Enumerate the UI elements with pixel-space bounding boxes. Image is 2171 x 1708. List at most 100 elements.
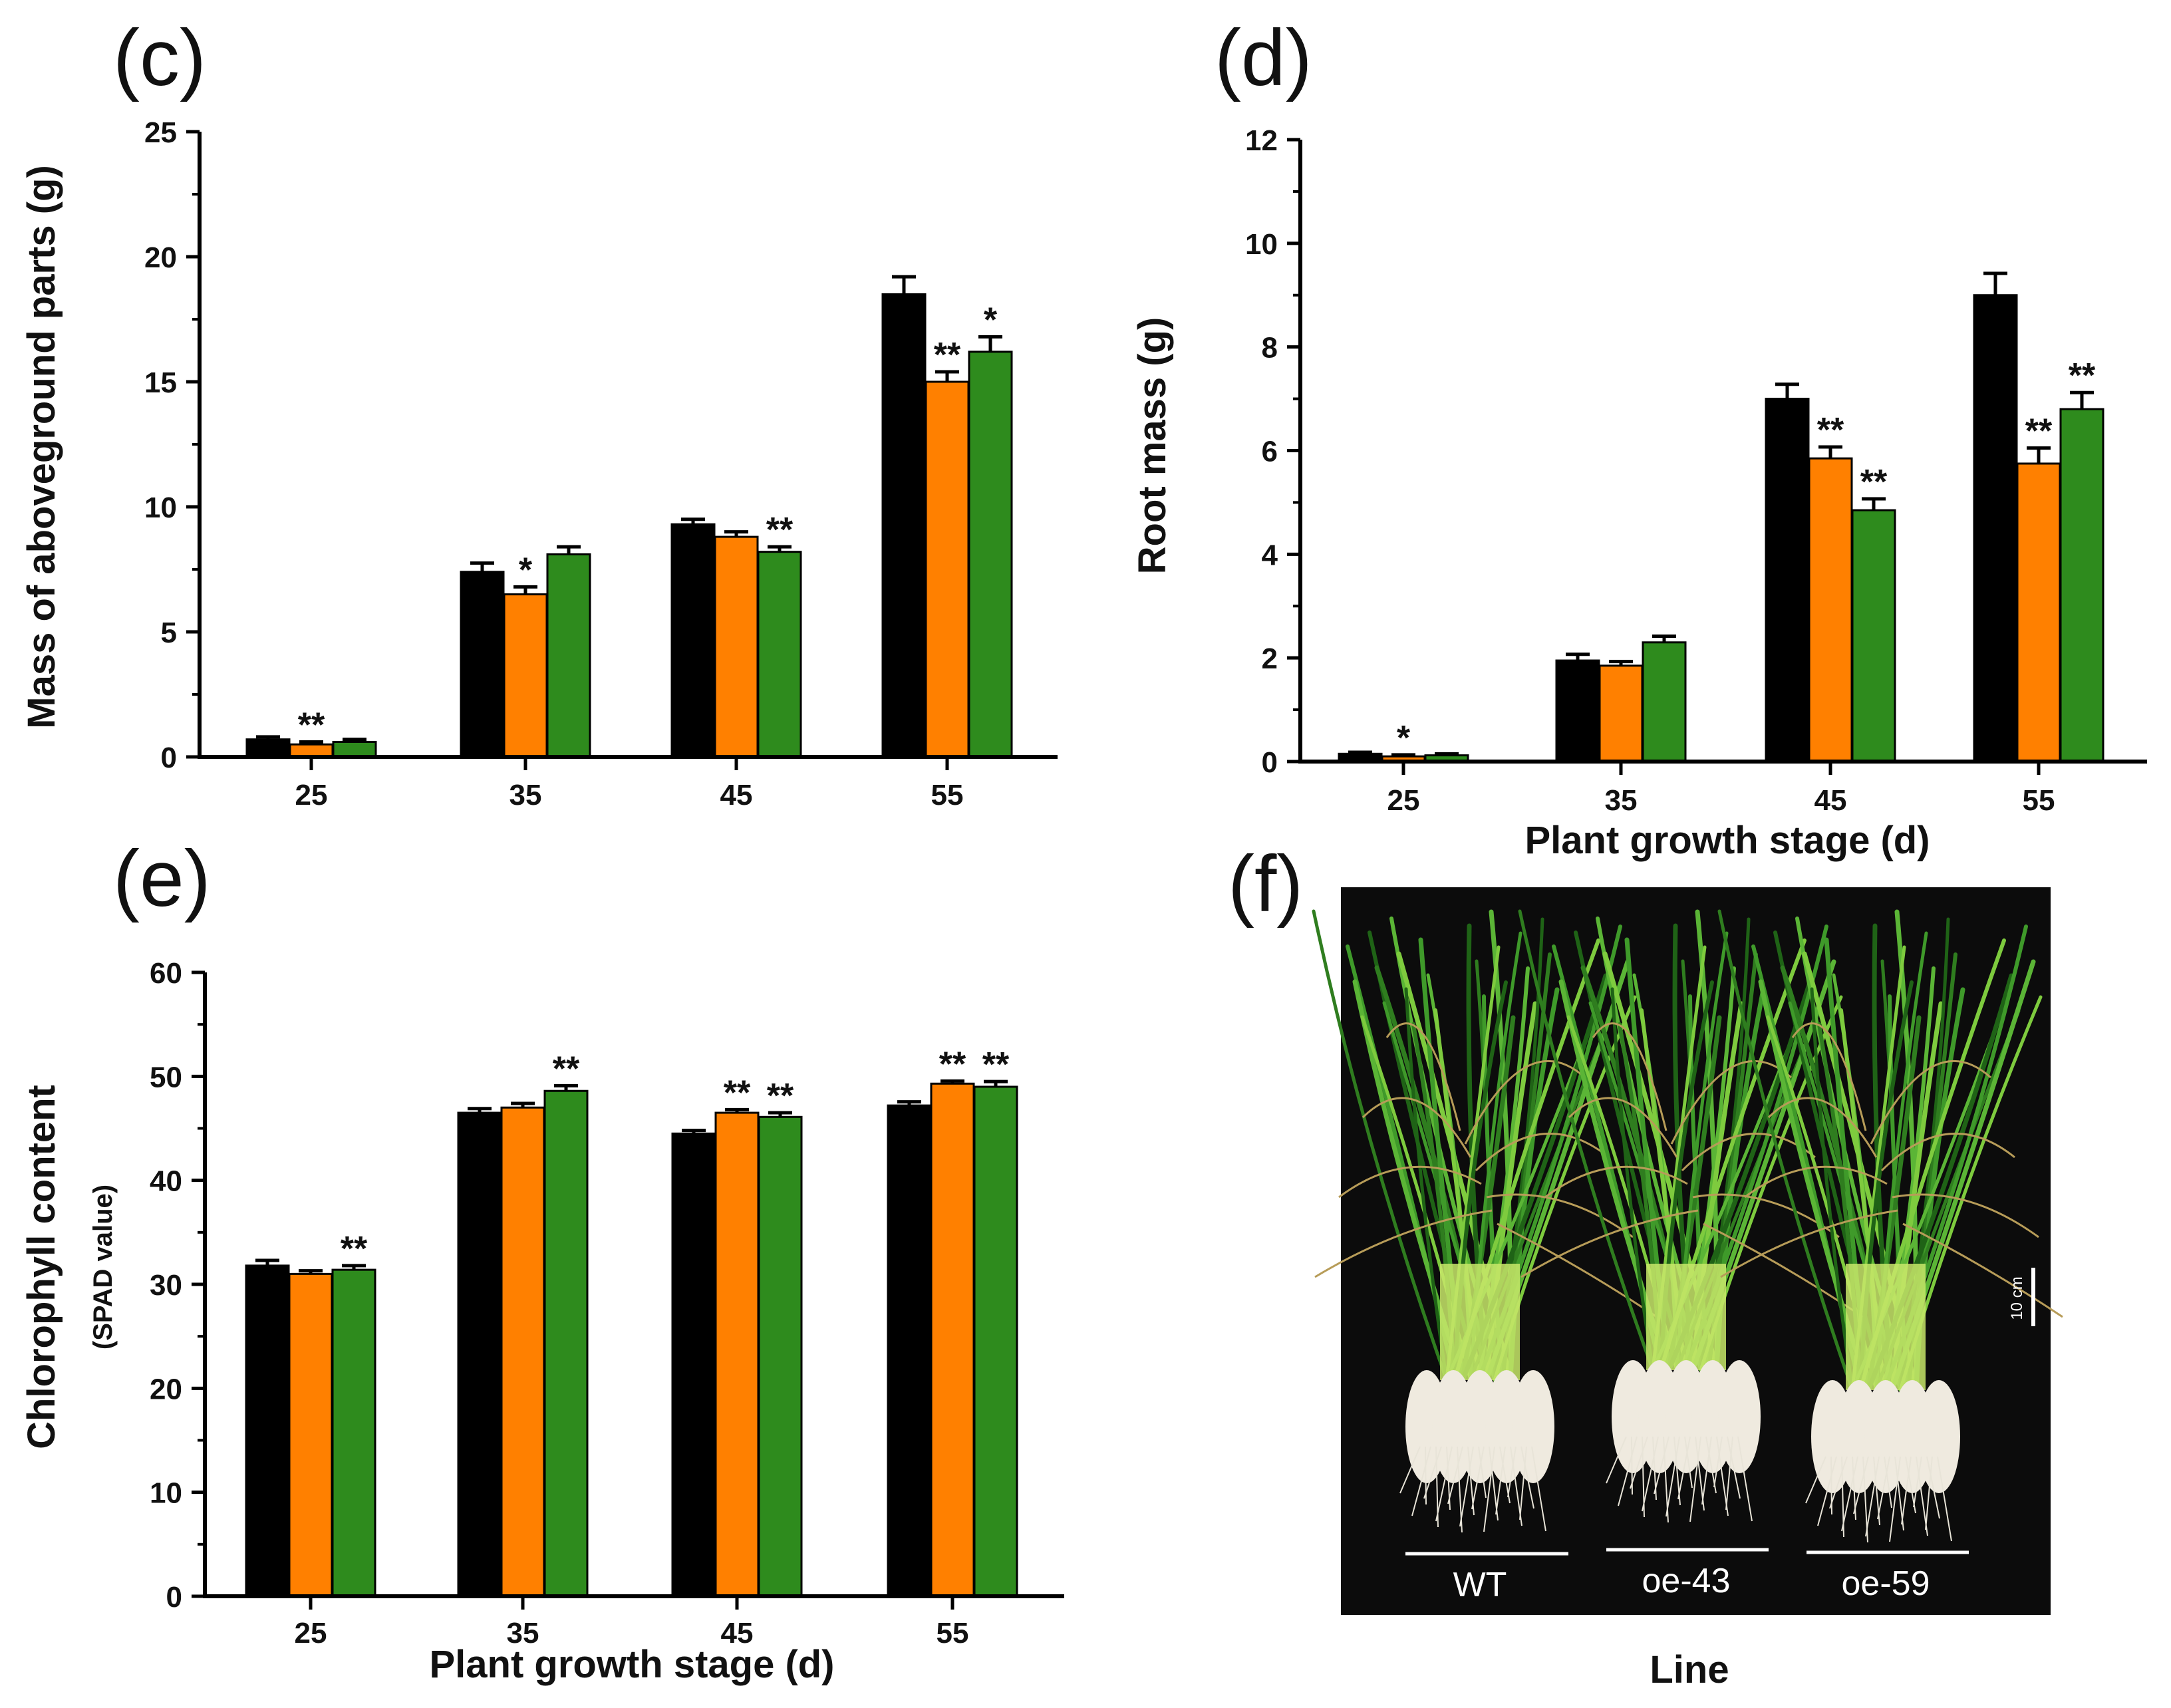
y-tick-label: 5 <box>161 617 177 649</box>
root-strand <box>1665 1436 1680 1517</box>
panel-label-c: (c) <box>113 13 206 102</box>
dry-leaf <box>1544 1165 1688 1199</box>
significance-mark: ** <box>767 1077 794 1115</box>
bar <box>881 293 927 758</box>
bar <box>543 1089 589 1598</box>
significance-mark: ** <box>1817 411 1844 450</box>
root-strand <box>1737 1436 1753 1522</box>
dry-leaf <box>1767 1097 1878 1158</box>
dry-leaf <box>1338 1165 1482 1199</box>
stem-base <box>1440 1264 1520 1380</box>
root-strand <box>1459 1446 1474 1527</box>
root-strand <box>1399 1446 1421 1494</box>
dry-leaf <box>1592 1022 1667 1131</box>
bar <box>714 535 759 758</box>
root-strand <box>1889 1456 1901 1542</box>
dry-leaf <box>1870 1060 1991 1145</box>
root-strand <box>1531 1446 1546 1532</box>
root-strand <box>1447 1446 1463 1504</box>
bar <box>288 1272 333 1598</box>
root-strand <box>1689 1436 1701 1522</box>
root-strand <box>1877 1456 1890 1520</box>
rice-plant-wt <box>1312 909 1658 1533</box>
x-axis-title: Plant growth stage (d) <box>1525 819 1930 862</box>
bar <box>332 740 377 758</box>
bar <box>714 1111 760 1598</box>
significance-mark: ** <box>2025 412 2053 451</box>
significance-mark: ** <box>982 1046 1010 1084</box>
y-axis-title: Chlorophyll content <box>20 1085 63 1449</box>
significance-mark: ** <box>553 1050 580 1088</box>
root-strand <box>1913 1456 1922 1508</box>
y-tick-label: 8 <box>1262 332 1278 364</box>
leaf <box>1610 987 1655 1372</box>
bar <box>670 523 716 758</box>
bar <box>1642 641 1687 763</box>
bar <box>968 351 1013 758</box>
y-tick-label: 20 <box>150 1373 182 1405</box>
rice-plants-photo <box>1312 909 2063 1543</box>
dry-leaf <box>1568 1097 1678 1158</box>
y-tick-label: 40 <box>150 1165 182 1198</box>
chart-aboveground-mass: (c) Mass of aboveground parts (g) ******… <box>20 13 1058 811</box>
root-strand <box>1520 1446 1534 1509</box>
y-axis-subtitle: (SPAD value) <box>88 1185 118 1350</box>
dry-leaf <box>1385 1022 1461 1131</box>
y-tick-label: 10 <box>1245 228 1278 261</box>
y-tick-label: 6 <box>1262 436 1278 468</box>
y-tick-label: 25 <box>144 116 177 149</box>
root-strand <box>1519 1446 1527 1520</box>
bar <box>2059 408 2104 763</box>
bar <box>758 1115 803 1598</box>
root-mass <box>1718 1360 1761 1473</box>
root-strand <box>1901 1456 1912 1525</box>
photo-label-oe43: oe-43 <box>1642 1562 1731 1600</box>
root-strand <box>1701 1436 1712 1505</box>
dry-leaf <box>1497 1222 1658 1318</box>
dry-leaf <box>1791 1022 1867 1131</box>
root-strand <box>1925 1456 1933 1530</box>
y-tick-label: 60 <box>150 957 182 990</box>
dry-leaf <box>1744 1165 1888 1199</box>
bar <box>546 553 591 758</box>
significance-mark: * <box>519 551 533 589</box>
root-strand <box>1677 1436 1691 1500</box>
root-strand <box>1411 1446 1431 1516</box>
y-tick-label: 4 <box>1262 539 1278 571</box>
leaf <box>1404 987 1449 1382</box>
y-tick-label: 0 <box>166 1581 182 1614</box>
dry-leaf <box>1670 1060 1792 1145</box>
x-tick-label: 25 <box>1387 784 1420 817</box>
significance-mark: * <box>984 301 998 339</box>
y-tick-label: 10 <box>144 492 177 524</box>
x-tick-label: 45 <box>721 1617 754 1649</box>
bar <box>1555 659 1600 763</box>
root-strand <box>1618 1436 1638 1506</box>
significance-mark: ** <box>939 1045 966 1083</box>
y-tick-label: 15 <box>144 366 177 399</box>
bar <box>500 1106 545 1598</box>
root-strand <box>1884 1456 1892 1508</box>
root-strand <box>1841 1456 1858 1532</box>
photo-label-oe59: oe-59 <box>1842 1564 1930 1603</box>
chart-chlorophyll: (e) Chlorophyll content (SPAD value) Pla… <box>20 834 1064 1686</box>
significance-mark: ** <box>2069 356 2096 395</box>
bar <box>930 1082 975 1598</box>
y-axis-title: Root mass (g) <box>1131 317 1174 575</box>
significance-mark: ** <box>934 336 961 374</box>
chart-root-mass: (d) Root mass (g) Plant growth stage (d)… <box>1131 13 2147 862</box>
root-strand <box>1606 1436 1627 1484</box>
y-tick-label: 2 <box>1262 642 1278 675</box>
x-axis-title: Plant growth stage (d) <box>430 1643 835 1686</box>
bar <box>1765 398 1810 763</box>
bar <box>887 1104 932 1598</box>
bar <box>331 1268 376 1598</box>
leaf <box>1518 909 1655 1372</box>
x-tick-label: 25 <box>295 779 328 811</box>
significance-mark: ** <box>724 1073 751 1112</box>
x-tick-label: 35 <box>507 1617 539 1649</box>
dry-leaf <box>1892 1193 2039 1238</box>
root-strand <box>1654 1436 1669 1494</box>
root-strand <box>1713 1436 1723 1488</box>
root-strand <box>1507 1446 1517 1498</box>
